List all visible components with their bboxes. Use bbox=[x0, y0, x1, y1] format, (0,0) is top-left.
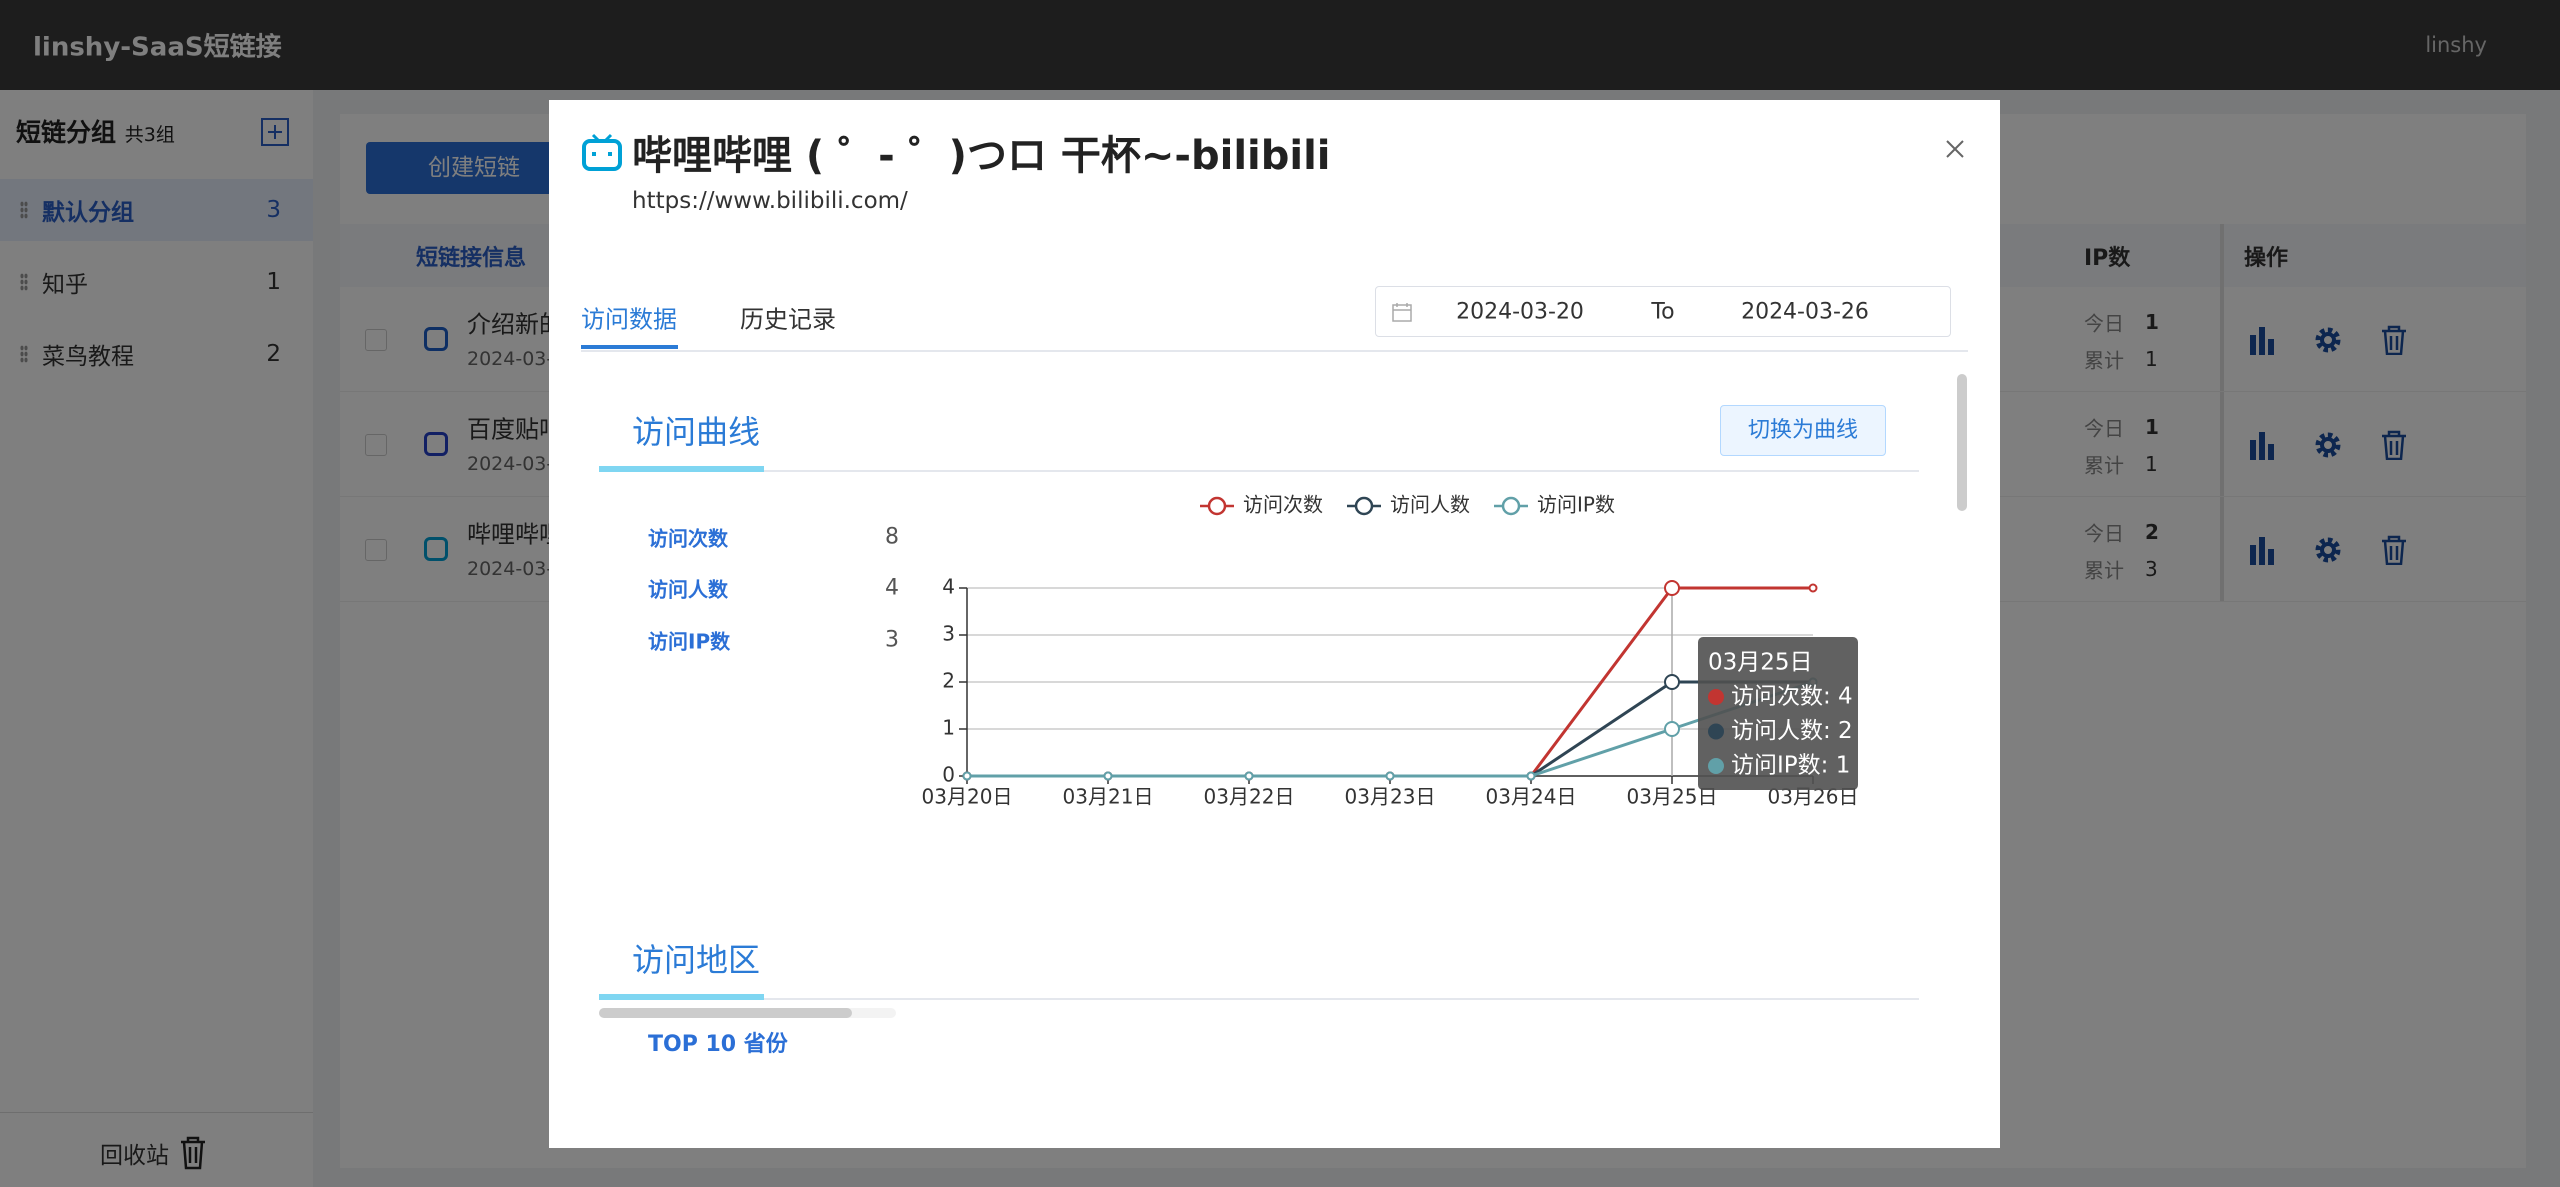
tooltip-line: 访问IP数: 1 bbox=[1731, 753, 1850, 779]
x-tick-label: 03月24日 bbox=[1486, 785, 1577, 809]
top10-title: TOP 10 省份 bbox=[648, 1032, 788, 1057]
legend-marker bbox=[1354, 496, 1374, 516]
x-tick-label: 03月21日 bbox=[1063, 785, 1154, 809]
data-point bbox=[1103, 771, 1113, 781]
section-title: 访问地区 bbox=[632, 941, 761, 979]
data-point bbox=[1385, 771, 1395, 781]
modal: 哔哩哔哩 ( ゜- ゜)つロ 干杯~-bilibili https://www.… bbox=[549, 100, 2000, 1148]
data-point bbox=[1664, 721, 1680, 737]
data-point bbox=[1664, 580, 1680, 596]
section-underline bbox=[599, 994, 764, 1000]
tab-divider bbox=[581, 350, 1968, 352]
stat-value: 4 bbox=[885, 575, 899, 601]
y-tick-label: 2 bbox=[942, 669, 955, 693]
close-button[interactable] bbox=[1945, 139, 1965, 159]
legend-marker bbox=[1501, 496, 1521, 516]
date-range[interactable]: 2024-03-20 To 2024-03-26 bbox=[1375, 286, 1951, 337]
chart: 0 1 2 3 4 03月20日 03月21日 03月22日 03月23日 03月24日 03月25… bbox=[922, 493, 1859, 809]
section-line bbox=[599, 998, 1919, 1000]
x-tick-label: 03月20日 bbox=[922, 785, 1013, 809]
y-tick-label: 3 bbox=[942, 622, 955, 646]
stat-value: 8 bbox=[885, 524, 899, 550]
x-tick-label: 03月22日 bbox=[1204, 785, 1295, 809]
x-tick-label: 03月23日 bbox=[1345, 785, 1436, 809]
calendar-icon bbox=[1392, 303, 1412, 322]
tooltip-dot bbox=[1708, 689, 1724, 705]
data-point bbox=[1244, 771, 1254, 781]
y-tick-label: 4 bbox=[942, 575, 955, 599]
stat-value: 3 bbox=[885, 627, 899, 653]
data-point bbox=[1664, 674, 1680, 690]
tab-underline bbox=[581, 345, 678, 349]
date-end: 2024-03-26 bbox=[1741, 299, 1869, 325]
y-tick-label: 0 bbox=[942, 763, 955, 787]
section-title: 访问曲线 bbox=[632, 413, 761, 451]
tooltip-dot bbox=[1708, 723, 1724, 740]
legend-label: 访问IP数 bbox=[1537, 493, 1615, 517]
date-separator: To bbox=[1651, 299, 1675, 325]
h-scroll-thumb[interactable] bbox=[599, 1008, 852, 1018]
v-scrollbar[interactable] bbox=[1957, 374, 1967, 511]
tab[interactable]: 历史记录 bbox=[740, 305, 836, 334]
legend-label: 访问次数 bbox=[1243, 493, 1323, 517]
tooltip-line: 访问次数: 4 bbox=[1731, 684, 1853, 710]
legend-marker bbox=[1207, 496, 1227, 516]
scroll-content: 访问曲线 切换为曲线 访问地区 TOP 10 省份 0 1 2 3 4 03月20日 03月… bbox=[549, 374, 2000, 1089]
modal-url: https://www.bilibili.com/ bbox=[632, 188, 908, 214]
tooltip-line: 访问人数: 2 bbox=[1731, 718, 1853, 744]
section-line bbox=[599, 470, 1919, 472]
legend-label: 访问人数 bbox=[1390, 493, 1470, 517]
tab-active[interactable]: 访问数据 bbox=[581, 305, 677, 334]
data-point bbox=[1526, 771, 1536, 781]
modal-title: 哔哩哔哩 ( ゜- ゜)つロ 干杯~-bilibili bbox=[632, 133, 1331, 179]
y-tick-label: 1 bbox=[942, 716, 955, 740]
stat-label: 访问人数 bbox=[648, 577, 728, 602]
tooltip-dot bbox=[1708, 758, 1724, 774]
switch-button[interactable]: 切换为曲线 bbox=[1720, 405, 1886, 456]
bilibili-icon bbox=[582, 133, 622, 171]
stat-label: 访问次数 bbox=[648, 526, 728, 551]
stat-label: 访问IP数 bbox=[648, 629, 731, 654]
section-underline bbox=[599, 466, 764, 472]
tooltip-title: 03月25日 bbox=[1708, 650, 1813, 676]
data-point bbox=[962, 771, 972, 781]
tooltip-box bbox=[1698, 637, 1858, 790]
data-point bbox=[1808, 583, 1818, 593]
scroll-area: 访问曲线 切换为曲线 访问地区 TOP 10 省份 0 1 2 3 4 03月20日 03月… bbox=[549, 374, 2000, 1089]
